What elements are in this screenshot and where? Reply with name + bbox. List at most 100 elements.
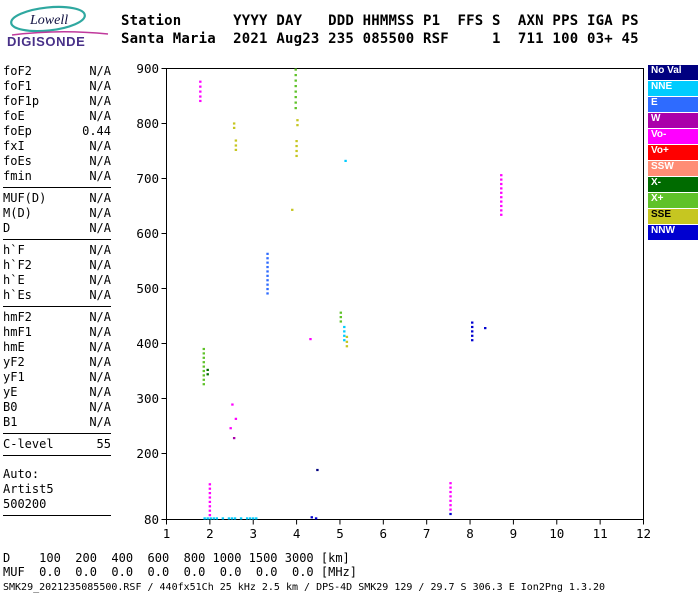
echo-point-vo-	[449, 495, 452, 498]
legend-entry-sse: SSE	[648, 209, 698, 224]
legend-entry-w: W	[648, 113, 698, 128]
echo-point-nne	[209, 517, 212, 520]
echo-point-x+	[202, 352, 205, 355]
echo-point-vo-	[449, 486, 452, 489]
param-label: foE	[3, 109, 25, 123]
param-value: N/A	[89, 385, 111, 399]
param-label: yF2	[3, 355, 25, 369]
param-value: N/A	[89, 64, 111, 78]
param-label: foEp	[3, 124, 32, 138]
echo-point-x+	[294, 107, 297, 110]
echo-point-e	[266, 265, 269, 269]
echo-point-vo-	[500, 187, 503, 190]
echo-point-nnw	[471, 321, 474, 324]
echo-point-sse	[345, 340, 349, 343]
ionogram-canvas	[161, 68, 644, 525]
echo-point-x+	[339, 320, 343, 323]
echo-point-sse	[296, 124, 299, 127]
param-label: foEs	[3, 154, 32, 168]
echo-point-sse	[291, 208, 294, 211]
echo-point-sse	[234, 148, 238, 151]
separator-line	[3, 239, 111, 240]
spacer	[3, 459, 111, 467]
legend-entry-vo+: Vo+	[648, 145, 698, 160]
param-row-ye: yE N/A	[3, 385, 111, 400]
echo-point-vo-	[309, 338, 312, 341]
param-row-hme: hmE N/A	[3, 340, 111, 355]
echo-point-nne	[206, 517, 209, 520]
header-line1: Station YYYY DAY DDD HHMMSS P1 FFS S AXN…	[121, 13, 639, 29]
param-row-foes: foEs N/A	[3, 154, 111, 169]
echo-point-w	[232, 437, 236, 440]
echo-point-x+	[294, 85, 297, 88]
param-row-yf1: yF1 N/A	[3, 370, 111, 385]
echo-point-vo-	[449, 482, 452, 485]
param-row-foe: foE N/A	[3, 109, 111, 124]
param-row-b1: B1 N/A	[3, 415, 111, 430]
legend-entry-ssw: SSW	[648, 161, 698, 176]
echo-point-vo-	[229, 427, 232, 430]
echo-point-nnw	[484, 327, 487, 330]
param-label: hmF1	[3, 325, 32, 339]
echo-point-e	[266, 292, 269, 295]
param-value: N/A	[89, 415, 111, 429]
echo-point-vo-	[208, 492, 212, 495]
echo-point-nne	[344, 159, 347, 162]
echo-point-nne	[227, 517, 231, 520]
echo-point-vo-	[208, 500, 212, 503]
echo-point-nne	[255, 517, 258, 520]
echo-point-nnw	[471, 339, 474, 342]
echo-point-nne	[343, 334, 346, 337]
param-value: N/A	[89, 273, 111, 287]
echo-point-sse	[234, 139, 238, 142]
echo-point-sse	[232, 126, 236, 129]
y-tick-label: 900	[136, 60, 159, 76]
echo-point-nne	[212, 517, 215, 520]
param-value: 55	[96, 437, 111, 451]
header-line2: Santa Maria 2021 Aug23 235 085500 RSF 1 …	[121, 31, 639, 47]
param-row-d: D N/A	[3, 221, 111, 236]
echo-point-nne	[248, 517, 252, 520]
echo-point-sse	[295, 140, 298, 143]
echo-point-nne	[252, 517, 255, 520]
echo-point-vo-	[199, 80, 202, 83]
echo-point-vo-	[208, 496, 212, 499]
echo-point-sse	[295, 144, 298, 148]
y-tick-label: 600	[136, 225, 159, 241]
separator-line	[3, 455, 111, 456]
param-label: B1	[3, 415, 18, 429]
param-label: h`F2	[3, 258, 32, 272]
echo-point-e	[266, 283, 269, 286]
echo-point-e	[266, 252, 269, 255]
param-value: N/A	[89, 169, 111, 183]
echo-point-x+	[202, 347, 205, 351]
param-value: N/A	[89, 154, 111, 168]
legend-entry-vo-: Vo-	[648, 129, 698, 144]
param-row-artist5: Artist5	[3, 482, 111, 497]
param-row-md: M(D) N/A	[3, 206, 111, 221]
param-label: hmE	[3, 340, 25, 354]
echo-point-x+	[294, 101, 297, 104]
echo-point-sse	[232, 122, 236, 125]
logo-underline-swoosh-icon	[11, 31, 109, 36]
echo-point-x+	[339, 311, 343, 314]
param-row-foep: foEp 0.44	[3, 124, 111, 139]
param-label: MUF(D)	[3, 191, 47, 205]
echo-point-vo-	[449, 490, 452, 494]
param-label: 500200	[3, 497, 47, 511]
param-value: N/A	[89, 288, 111, 302]
param-value: N/A	[89, 191, 111, 205]
echo-point-vo-	[500, 196, 503, 199]
echo-point-x+	[202, 374, 205, 377]
echo-point-e	[266, 261, 269, 264]
echo-point-nne	[215, 517, 219, 520]
echo-point-nne	[245, 517, 249, 520]
y-tick-label: 700	[136, 170, 159, 186]
echo-point-vo-	[500, 178, 503, 181]
echo-point-nne	[343, 325, 346, 329]
echo-point-e	[266, 274, 269, 277]
param-row-fof2: foF2 N/A	[3, 64, 111, 79]
param-row-clevel: C-level 55	[3, 437, 111, 452]
plot-frame	[166, 68, 644, 520]
param-value: 0.44	[82, 124, 111, 138]
